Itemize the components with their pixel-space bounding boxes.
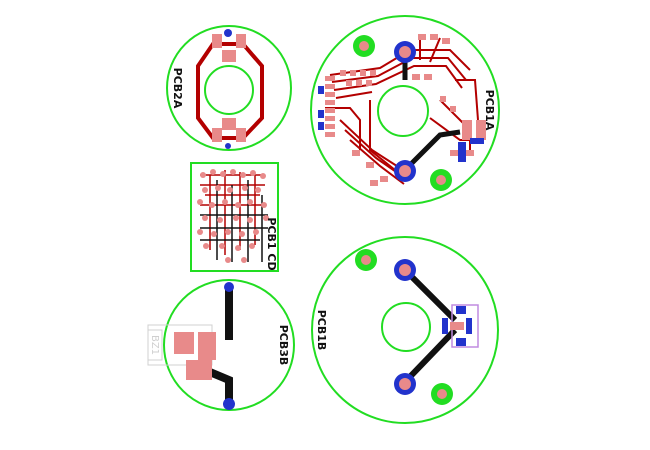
pcb2a-via <box>224 29 232 37</box>
board-pcb3b[interactable]: BZ1 PCB3B <box>147 279 295 411</box>
bz1-pad <box>174 332 194 354</box>
pcb1c-label: PCB1 CD <box>265 217 278 270</box>
bz1-silkscreen-tab <box>147 329 163 361</box>
pcb1b-mount-hole <box>437 389 447 399</box>
bz1-pad <box>186 360 212 380</box>
pcb1b-connector-pad <box>442 318 448 334</box>
pcb3b-via <box>224 282 234 292</box>
pcb1b-big-via <box>399 264 411 276</box>
pcb1a-outline <box>310 15 500 205</box>
pcb2a-label: PCB2A <box>171 68 184 109</box>
pcb2a-outline <box>166 25 292 151</box>
pcb1b-outline <box>311 236 499 424</box>
pcb1a-mount-hole <box>359 41 369 51</box>
pcb1a-big-via <box>399 46 411 58</box>
pcb2a-pad <box>212 128 222 142</box>
pcb1b-connector-pad <box>456 306 466 314</box>
pcb1a-bottom-trace <box>403 129 461 172</box>
pcb1b-bottom-trace <box>402 327 458 385</box>
pcb2a-via <box>225 143 231 149</box>
pcb1b-label: PCB1B <box>315 310 328 351</box>
pcb2a-pad <box>222 118 236 130</box>
pcb1b-connector-pad <box>466 318 472 334</box>
pcb2a-pad <box>212 34 222 48</box>
pcb1c-pads <box>197 169 269 263</box>
pcb1a-pads <box>325 34 486 186</box>
board-pcb1a[interactable]: PCB1A <box>310 15 500 205</box>
pcb2a-pad <box>236 34 246 48</box>
pcb2a-pad <box>222 50 236 62</box>
board-pcb1b[interactable]: PCB1B <box>311 236 499 424</box>
pcb1b-big-via <box>399 378 411 390</box>
pcb2a-center-hole <box>204 65 254 115</box>
pcb1a-mount-hole <box>436 175 446 185</box>
pcb1b-center-hole <box>381 302 431 352</box>
board-pcb1c[interactable]: PCB1 CD <box>190 162 279 272</box>
pcb3b-label: PCB3B <box>277 325 290 366</box>
pcb1b-connector-pad <box>456 338 466 346</box>
pcb1a-center-hole <box>377 85 429 137</box>
pcb1c-outline <box>190 162 279 272</box>
pcb1b-bottom-trace <box>402 267 458 323</box>
bz1-pad <box>198 332 216 360</box>
pcb1a-small-vias <box>318 86 484 162</box>
pcb3b-via <box>223 398 235 410</box>
pcb1b-mount-hole <box>361 255 371 265</box>
pcb1a-big-via <box>399 165 411 177</box>
board-pcb2a[interactable]: PCB2A <box>166 25 292 151</box>
pcb1a-label: PCB1A <box>483 90 496 131</box>
pcb3b-bottom-trace <box>203 366 233 403</box>
pcb2a-pad <box>236 128 246 142</box>
bz1-label: BZ1 <box>149 335 160 355</box>
pcb1b-connector-pad <box>450 322 464 330</box>
